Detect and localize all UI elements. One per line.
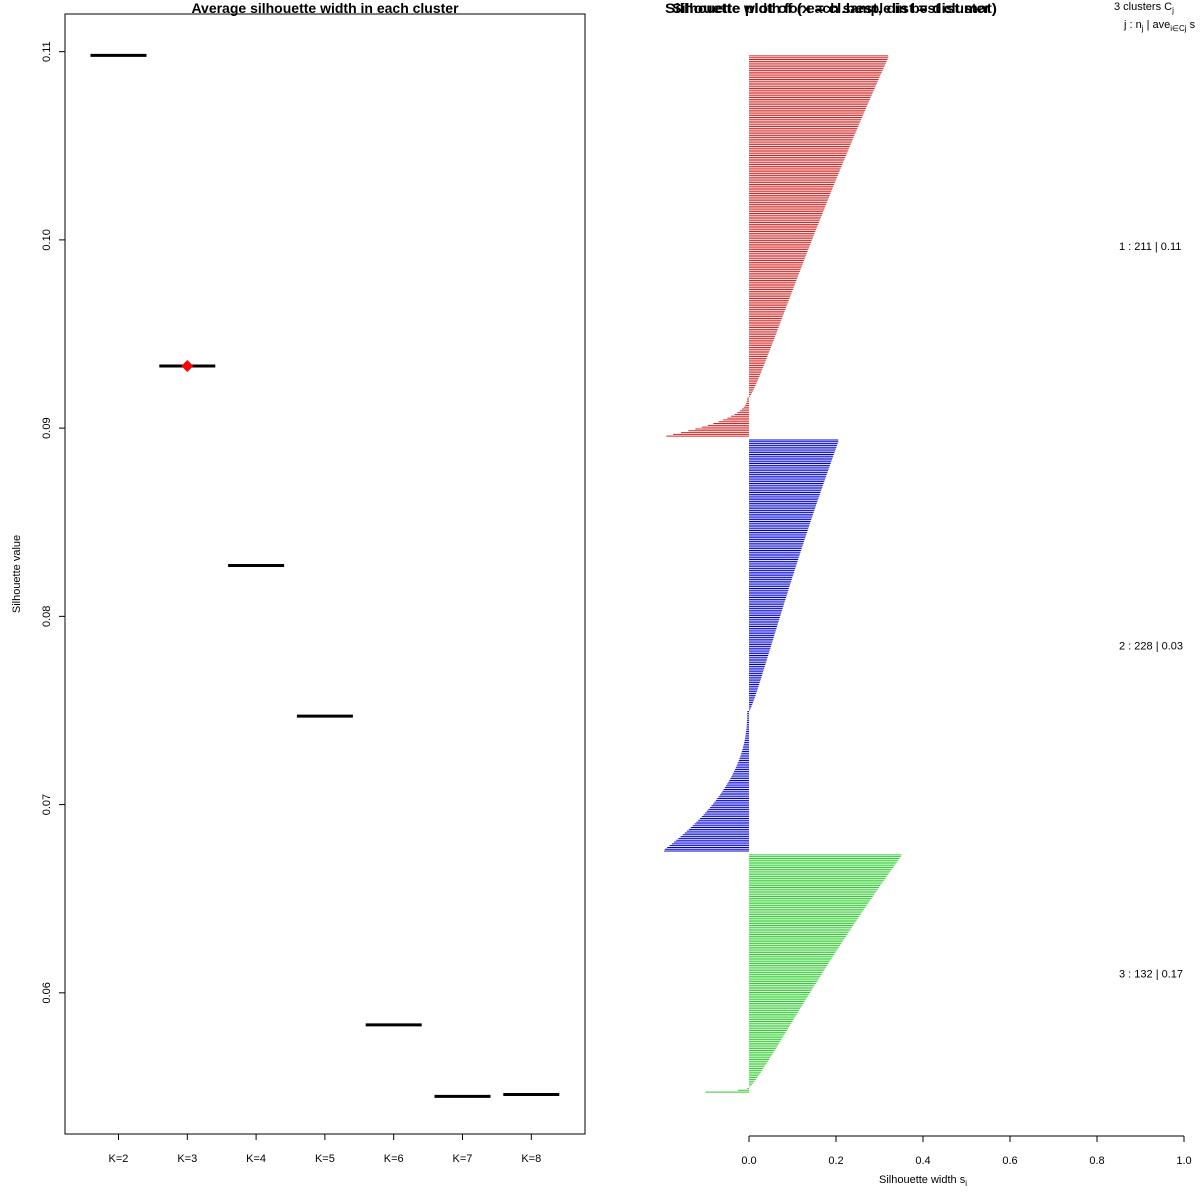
left-y-tick-label: 0.09 [41,417,53,438]
left-y-tick-label: 0.06 [41,982,53,1003]
left-x-tick-label: K=6 [384,1153,404,1165]
right-x-tick-label: 1.0 [1176,1155,1191,1167]
right-x-tick-label: 0.2 [828,1155,843,1167]
legend-header-line1: 3 clusters Cj [1114,1,1174,15]
right-x-tick-label: 0.4 [915,1155,930,1167]
right-x-tick-label: 0.0 [741,1155,756,1167]
right-chart-title: Silhouette width for each sample in best… [672,0,990,16]
right-x-axis-label: Silhouette width si [879,1174,967,1188]
left-x-tick-label: K=2 [109,1153,129,1165]
left-x-tick-label: K=4 [246,1153,266,1165]
left-x-tick-label: K=7 [453,1153,473,1165]
sample-silhouette-panel: Silhouette plot of (x = cl.best, dist = … [664,0,1196,1188]
left-y-tick-label: 0.10 [41,229,53,250]
left-y-tick-label: 0.11 [41,41,53,62]
cluster-label: 1 : 211 | 0.11 [1119,241,1181,253]
right-x-tick-label: 0.6 [1002,1155,1017,1167]
cluster-label: 2 : 228 | 0.03 [1119,641,1183,653]
cluster-legend-header: 3 clusters Cj j : nj | avei∈Cj s [1114,1,1196,33]
right-x-tick-label: 0.8 [1089,1155,1104,1167]
right-x-axis: 0.0 0.2 0.4 0.6 0.8 1.0 [741,1135,1192,1167]
left-y-axis: 0.06 0.07 0.08 0.09 0.10 0.11 [41,41,65,1004]
left-x-tick-label: K=5 [315,1153,335,1165]
best-k-marker [181,360,194,372]
left-y-axis-label: Silhouette value [11,535,23,613]
left-x-tick-label: K=3 [177,1153,197,1165]
cluster-labels: 1 : 211 | 0.11 2 : 228 | 0.03 3 : 132 | 0.… [1119,241,1183,980]
avg-silhouette-panel: Average silhouette width in each cluster… [11,0,586,1165]
left-y-tick-label: 0.08 [41,606,53,627]
right-chart-title-overlap: Silhouette plot of (x = cl.best, dist = … [665,0,997,16]
legend-header-line2: j : nj | avei∈Cj s [1123,19,1196,33]
left-chart-title: Average silhouette width in each cluster [191,0,459,16]
silhouette-bars [664,55,902,1093]
left-x-tick-label: K=8 [521,1153,541,1165]
cluster-label: 3 : 132 | 0.17 [1119,968,1183,980]
left-y-tick-label: 0.07 [41,794,53,815]
left-marks [90,53,560,1098]
left-plot-frame [64,13,586,1135]
left-x-axis: K=2 K=3 K=4 K=5 K=6 K=7 K=8 [109,1134,541,1165]
